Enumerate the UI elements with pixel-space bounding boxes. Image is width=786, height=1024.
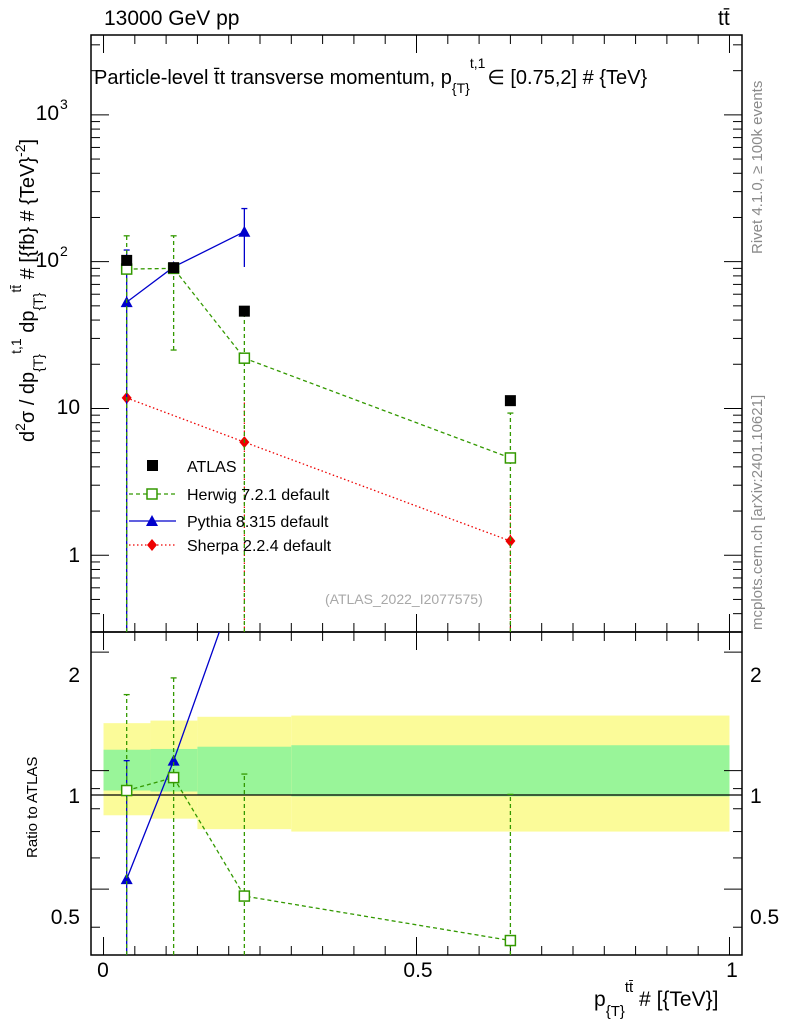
herwig-point-2 xyxy=(238,352,251,364)
pythia-line xyxy=(126,231,245,303)
x-tick-label-0: 0 xyxy=(97,959,109,982)
plot-title-tail: ∈ [0.75,2] # {TeV} xyxy=(487,67,647,89)
pythia-ratio-point-0 xyxy=(120,873,133,885)
herwig-point-3 xyxy=(504,452,517,464)
herwig-ratio-point-1 xyxy=(167,771,180,784)
ylabel-sup1: t,1 xyxy=(8,338,24,354)
main-y-axis-label: d2σ / dp{T}t,1 dp{T}tt̄ # [{fb} # {TeV}-… xyxy=(8,139,46,442)
legend-atlas-label: ATLAS xyxy=(187,459,237,476)
main-tick-label-1000-base: 10 xyxy=(36,102,59,125)
x-tick-label-1: 1 xyxy=(726,959,738,982)
pythia-ratio-point-1 xyxy=(167,754,180,766)
herwig-ratio-line xyxy=(126,776,511,942)
plot-title: Particle-level t̄t transverse momentum, … xyxy=(94,55,647,96)
x-axis-label: p{T}tt̄ # [{TeV}] xyxy=(594,979,718,1020)
main-y-axis-ticks xyxy=(91,44,742,633)
herwig-ratio-point-3 xyxy=(504,934,517,947)
analysis-watermark: (ATLAS_2022_I2077575) xyxy=(325,591,483,607)
plot-title-sub: {T} xyxy=(452,80,470,96)
x-axis-ticks xyxy=(103,35,730,955)
main-tick-label-1000: 10 3 xyxy=(36,96,68,125)
process-label: tt̄ xyxy=(718,7,730,30)
mcplots-label: mcplots.cern.ch [arXiv:2401.10621] xyxy=(749,395,766,630)
main-tick-label-100-base: 10 xyxy=(36,249,59,272)
sherpa-point-2 xyxy=(505,535,516,548)
legend-pythia-marker xyxy=(146,515,158,526)
xlabel-units: # [{TeV}] xyxy=(633,988,718,1011)
ratio-uncertainty-bands xyxy=(103,715,730,832)
legend-atlas-marker xyxy=(147,460,158,471)
ratio-tick-label-1: 1 xyxy=(68,785,80,808)
atlas-point-0 xyxy=(121,254,133,266)
ylabel-d: d xyxy=(17,431,39,442)
main-tick-label-10: 10 xyxy=(57,396,80,419)
ratio-y-axis-ticks xyxy=(91,651,742,928)
band-inner-bin-3 xyxy=(291,745,730,797)
ratio-y-axis-label: Ratio to ATLAS xyxy=(24,757,41,858)
ratio-plot-data xyxy=(120,632,517,955)
main-tick-label-100: 10 2 xyxy=(36,243,68,272)
ylabel-sub1: {T} xyxy=(30,354,46,372)
herwig-ratio-point-0 xyxy=(120,784,133,797)
ylabel-units: # [{fb} # {TeV} xyxy=(17,157,39,285)
atlas-point-3 xyxy=(504,395,516,407)
pythia-point-2 xyxy=(238,225,251,237)
xlabel-sub: {T} xyxy=(606,1003,625,1020)
xlabel-p: p xyxy=(594,988,606,1011)
ylabel-sub2: {T} xyxy=(30,292,46,310)
ylabel-units-exp: -2 xyxy=(12,144,28,157)
main-tick-label-1000-exp: 3 xyxy=(60,96,68,112)
plot-title-main: Particle-level t̄t transverse momentum, … xyxy=(94,67,452,89)
ylabel-d-exp: 2 xyxy=(12,423,28,431)
ylabel-close: ] xyxy=(17,139,39,145)
rivet-version-label: Rivet 4.1.0, ≥ 100k events xyxy=(749,81,766,254)
band-inner-bin-2 xyxy=(197,746,292,796)
ratio-tick-label-2-right: 2 xyxy=(750,664,762,687)
energy-label: 13000 GeV pp xyxy=(104,7,239,30)
x-tick-label-0.5: 0.5 xyxy=(403,959,432,982)
legend-herwig-label: Herwig 7.2.1 default xyxy=(187,487,330,504)
legend-herwig-marker xyxy=(146,488,158,500)
plot-title-sup: t,1 xyxy=(470,55,486,71)
ratio-tick-label-0.5-right: 0.5 xyxy=(750,906,779,929)
ratio-tick-label-1-right: 1 xyxy=(750,785,762,808)
ratio-tick-label-2: 2 xyxy=(68,664,80,687)
legend: ATLAS Herwig 7.2.1 default Pythia 8.315 … xyxy=(129,459,332,555)
legend-sherpa-label: Sherpa 2.2.4 default xyxy=(187,538,332,555)
legend-sherpa-marker xyxy=(147,539,157,551)
atlas-point-1 xyxy=(168,262,180,274)
xlabel-sup: tt̄ xyxy=(625,979,634,996)
main-plot-data xyxy=(120,207,517,632)
main-tick-label-1: 1 xyxy=(68,544,80,567)
atlas-point-2 xyxy=(238,305,250,317)
ylabel-sigma: σ / dp xyxy=(17,372,39,423)
herwig-line xyxy=(126,267,511,459)
herwig-ratio-point-2 xyxy=(238,890,251,902)
legend-pythia-label: Pythia 8.315 default xyxy=(187,514,329,531)
main-tick-label-100-exp: 2 xyxy=(60,243,68,259)
ylabel-dp: dp xyxy=(17,311,39,339)
ratio-tick-label-0.5: 0.5 xyxy=(51,906,80,929)
ylabel-sup2: tt̄ xyxy=(8,285,24,293)
